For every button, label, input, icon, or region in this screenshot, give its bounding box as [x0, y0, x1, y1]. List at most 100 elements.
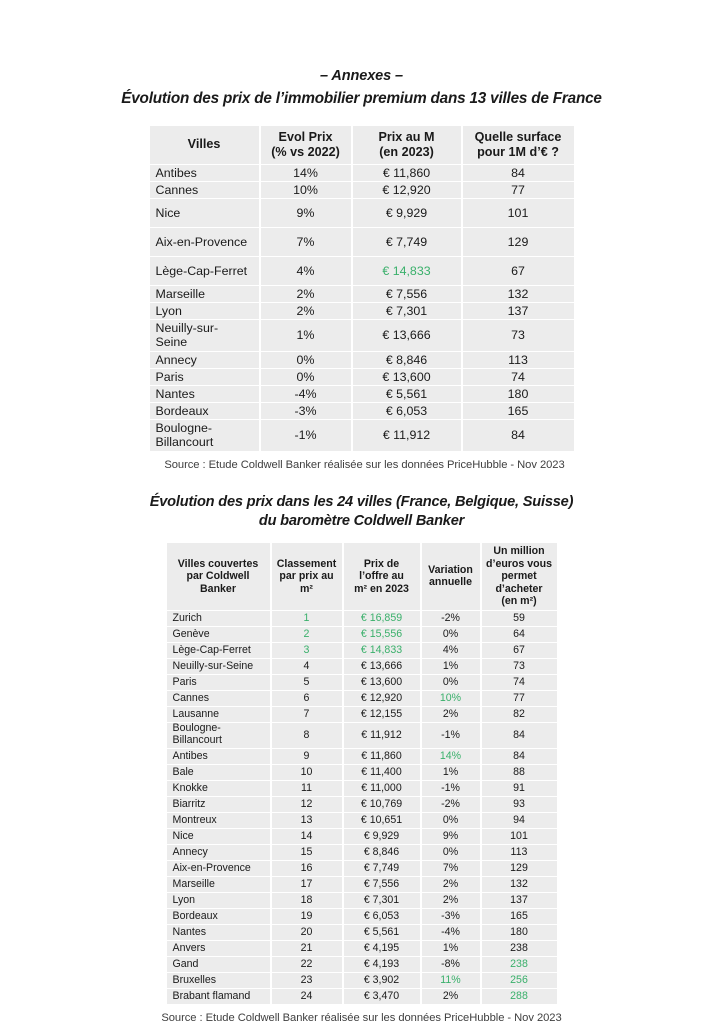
cell-evol-prix: -3%	[259, 402, 353, 420]
th-villes-couvertes-l1: Villes couvertes	[177, 557, 259, 570]
cell-surface: 73	[461, 319, 574, 352]
table-row: Bruxelles 23 € 3,902 11% 256	[166, 972, 557, 989]
cell-evol-prix: 14%	[259, 164, 353, 182]
cell-surface: 93	[480, 796, 557, 813]
cell-prix-offre: € 7,556	[342, 876, 422, 893]
premium-prices-table: Villes Evol Prix (% vs 2022) Prix au M (…	[149, 126, 574, 452]
cell-prix-au-m: € 14,833	[351, 256, 463, 286]
cell-surface: 84	[461, 164, 574, 182]
cell-prix-offre: € 13,600	[342, 674, 422, 691]
table-row: Marseille 2% € 7,556 132	[149, 285, 574, 303]
table-row: Nice 9% € 9,929 101	[149, 198, 574, 228]
table-row: Aix-en-Provence 7% € 7,749 129	[149, 227, 574, 257]
table-row: Annecy 15 € 8,846 0% 113	[166, 844, 557, 861]
cell-ville: Lausanne	[166, 706, 272, 723]
cell-prix-offre: € 4,195	[342, 940, 422, 957]
table-row: Antibes 14% € 11,860 84	[149, 164, 574, 182]
cell-prix-offre: € 13,666	[342, 658, 422, 675]
cell-ville: Paris	[166, 674, 272, 691]
cell-prix-offre: € 9,929	[342, 828, 422, 845]
cell-classement: 20	[270, 924, 344, 941]
cell-variation: 2%	[420, 988, 482, 1005]
cell-prix-au-m: € 9,929	[351, 198, 463, 228]
cell-ville-line1: Boulogne-	[155, 420, 213, 435]
cell-prix-offre: € 4,193	[342, 956, 422, 973]
cell-surface: 77	[480, 690, 557, 707]
cell-ville: Cannes	[166, 690, 272, 707]
annex-label: – Annexes –	[320, 68, 403, 84]
cell-ville: Aix-en-Provence	[149, 227, 261, 257]
cell-prix-offre: € 10,769	[342, 796, 422, 813]
table-row: Neuilly-sur- Seine 1% € 13,666 73	[149, 319, 574, 352]
table-row: Zurich 1 € 16,859 -2% 59	[166, 610, 557, 627]
cell-classement: 17	[270, 876, 344, 893]
th-un-million-l1: Un million	[493, 545, 545, 557]
cell-prix-offre: € 11,000	[342, 780, 422, 797]
cell-prix-offre: € 15,556	[342, 626, 422, 643]
table-row: Genève 2 € 15,556 0% 64	[166, 626, 557, 643]
cell-classement: 6	[270, 690, 344, 707]
th-variation-annuelle-l2: annuelle	[429, 576, 472, 589]
cell-surface: 74	[461, 368, 574, 386]
document-page: – Annexes – Évolution des prix de l’immo…	[0, 68, 723, 1024]
cell-surface: 129	[480, 860, 557, 877]
th-quelle-surface-l1: Quelle surface	[474, 129, 562, 144]
cell-prix-au-m: € 7,556	[351, 285, 463, 303]
cell-prix-au-m: € 12,920	[351, 181, 463, 199]
cell-ville-line2: Seine	[155, 334, 188, 349]
cell-surface: 84	[480, 748, 557, 765]
table-row: Annecy 0% € 8,846 113	[149, 351, 574, 369]
cell-prix-offre: € 7,301	[342, 892, 422, 909]
th-quelle-surface: Quelle surface pour 1M d’€ ?	[461, 126, 574, 165]
table2-header-row: Villes couvertes par Coldwell Banker Classe…	[166, 543, 557, 611]
cell-surface: 137	[461, 302, 574, 320]
table2-body: Zurich 1 € 16,859 -2% 59 Genève 2 € 15,556 0% 64 L…	[166, 610, 557, 1005]
cell-surface: 288	[480, 988, 557, 1005]
cell-evol-prix: 9%	[259, 198, 353, 228]
table-row: Lausanne 7 € 12,155 2% 82	[166, 706, 557, 723]
cell-ville: Knokke	[166, 780, 272, 797]
cell-surface: 73	[480, 658, 557, 675]
cell-surface: 238	[480, 956, 557, 973]
table-row: Gand 22 € 4,193 -8% 238	[166, 956, 557, 973]
cell-classement: 9	[270, 748, 344, 765]
th-variation-annuelle-l1: Variation	[428, 563, 473, 576]
cell-ville: Brabant flamand	[166, 988, 272, 1005]
cell-prix-offre: € 14,833	[342, 642, 422, 659]
table-row: Montreux 13 € 10,651 0% 94	[166, 812, 557, 829]
cell-surface: 137	[480, 892, 557, 909]
cell-prix-au-m: € 11,860	[351, 164, 463, 182]
cell-classement: 5	[270, 674, 344, 691]
cell-surface: 67	[461, 256, 574, 286]
table-row: Bale 10 € 11,400 1% 88	[166, 764, 557, 781]
cell-prix-offre: € 11,860	[342, 748, 422, 765]
cell-evol-prix: 4%	[259, 256, 353, 286]
table-row: Bordeaux 19 € 6,053 -3% 165	[166, 908, 557, 925]
cell-classement: 21	[270, 940, 344, 957]
table-row: Boulogne- Billancourt -1% € 11,912 84	[149, 419, 574, 452]
cell-evol-prix: -4%	[259, 385, 353, 403]
table2-head: Villes couvertes par Coldwell Banker Classe…	[166, 543, 557, 611]
cell-prix-au-m: € 7,301	[351, 302, 463, 320]
cell-classement: 7	[270, 706, 344, 723]
th-classement-l1: Classement	[276, 557, 337, 570]
cell-classement: 23	[270, 972, 344, 989]
cell-prix-offre: € 11,400	[342, 764, 422, 781]
cell-surface: 129	[461, 227, 574, 257]
cell-prix-au-m: € 5,561	[351, 385, 463, 403]
section1-title: Évolution des prix de l’immobilier premi…	[121, 90, 602, 107]
cell-prix-au-m: € 7,749	[351, 227, 463, 257]
cell-ville: Annecy	[166, 844, 272, 861]
table-row: Neuilly-sur-Seine 4 € 13,666 1% 73	[166, 658, 557, 675]
th-prix-offre-l3: m² en 2023	[354, 582, 409, 595]
th-evol-prix: Evol Prix (% vs 2022)	[259, 126, 353, 165]
th-prix-au-m-l1: Prix au M	[378, 129, 435, 144]
cell-variation: 7%	[420, 860, 482, 877]
cell-variation: -3%	[420, 908, 482, 925]
cell-surface: 67	[480, 642, 557, 659]
cell-prix-offre: € 8,846	[342, 844, 422, 861]
table1-body: Antibes 14% € 11,860 84 Cannes 10% € 12,920 77 N…	[149, 164, 574, 452]
th-un-million-l2: d’euros vous	[486, 557, 552, 570]
cell-evol-prix: -1%	[259, 419, 353, 452]
table-row: Biarritz 12 € 10,769 -2% 93	[166, 796, 557, 813]
